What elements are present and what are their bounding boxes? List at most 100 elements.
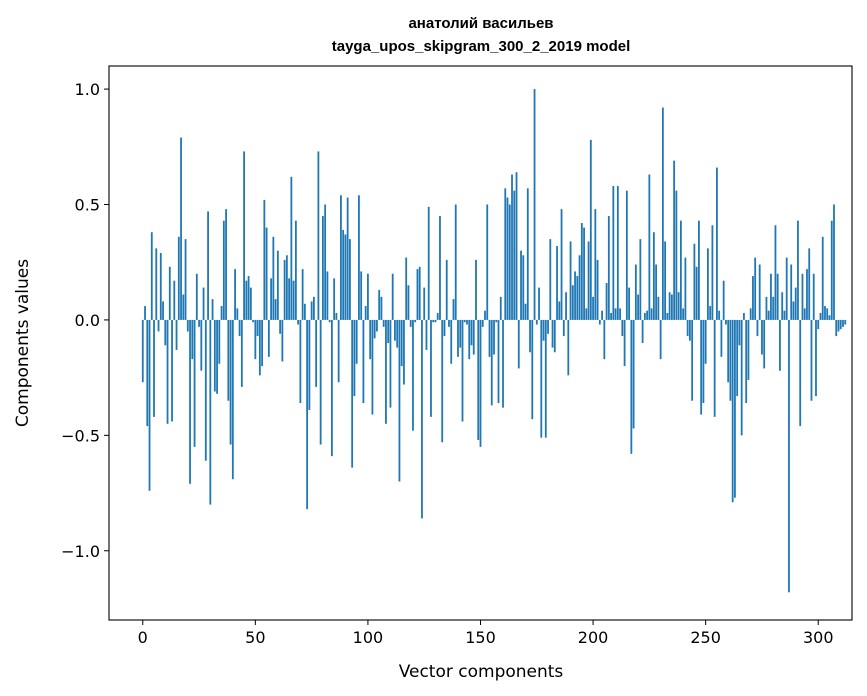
bar-component-188 [565, 292, 567, 320]
bar-component-44 [240, 319, 243, 387]
bar-component-236 [673, 160, 676, 320]
bar-component-53 [261, 319, 263, 367]
bar-component-245 [693, 243, 696, 320]
bar-component-168 [520, 250, 522, 320]
bar-component-112 [394, 319, 396, 341]
bar-component-144 [466, 319, 468, 325]
bar-component-302 [821, 236, 824, 320]
bar-component-114 [398, 319, 401, 482]
bar-component-292 [799, 319, 802, 427]
bar-component-162 [506, 197, 509, 320]
bar-component-4 [150, 232, 153, 320]
bar-component-239 [679, 220, 682, 320]
bar-component-88 [340, 195, 342, 320]
bar-component-309 [837, 319, 840, 332]
bar-component-113 [396, 319, 399, 348]
bar-component-27 [202, 287, 205, 320]
bar-component-274 [758, 264, 761, 320]
bar-component-300 [817, 319, 820, 330]
bar-component-110 [389, 319, 392, 408]
bar-component-96 [358, 195, 360, 320]
bar-component-251 [707, 248, 709, 320]
bar-component-102 [371, 319, 374, 415]
x-tick-label: 300 [803, 628, 834, 647]
bar-component-268 [745, 319, 748, 404]
bar-component-57 [270, 278, 273, 320]
bar-component-14 [173, 280, 176, 320]
y-axis-label: Components values [13, 259, 33, 427]
bar-component-299 [815, 319, 817, 397]
bar-component-68 [294, 220, 297, 320]
bar-component-58 [272, 236, 275, 320]
bar-component-184 [556, 246, 558, 320]
bar-component-0 [141, 319, 144, 383]
bar-component-278 [767, 310, 770, 320]
bar-component-233 [666, 312, 669, 320]
bar-component-207 [607, 216, 610, 320]
bar-component-71 [301, 269, 304, 320]
bar-component-93 [351, 319, 354, 468]
bar-component-181 [549, 239, 552, 320]
bar-component-165 [513, 190, 516, 320]
bar-component-153 [486, 204, 489, 320]
bar-component-98 [362, 319, 365, 404]
x-axis: 0 50 100 150 200 250 300 [138, 620, 834, 647]
bar-component-136 [448, 319, 450, 327]
bar-component-182 [551, 319, 554, 348]
bar-component-117 [405, 257, 408, 320]
bar-component-30 [209, 319, 212, 505]
bar-component-174 [533, 89, 536, 320]
bar-component-164 [511, 174, 513, 320]
bar-component-92 [349, 239, 351, 320]
bar-component-126 [425, 319, 428, 350]
bar-component-180 [547, 319, 549, 334]
bar-component-1 [144, 306, 146, 320]
bar-component-100 [367, 273, 369, 320]
bar-component-43 [238, 319, 241, 337]
bar-component-304 [826, 308, 829, 320]
bar-component-46 [245, 280, 248, 320]
bar-component-91 [346, 197, 349, 320]
bar-component-26 [200, 319, 203, 371]
bar-component-6 [155, 248, 158, 320]
bar-component-129 [432, 319, 435, 323]
bar-component-69 [297, 319, 300, 325]
y-tick-label: 0.0 [75, 311, 100, 330]
bar-component-127 [427, 206, 430, 320]
bar-component-215 [625, 190, 628, 320]
bar-component-204 [601, 310, 603, 320]
bar-component-256 [718, 310, 721, 320]
bar-component-25 [198, 319, 200, 327]
bar-component-52 [258, 319, 261, 376]
bar-component-277 [765, 296, 768, 320]
bar-component-269 [747, 319, 750, 380]
bar-component-289 [792, 301, 795, 320]
x-tick-label: 250 [690, 628, 721, 647]
bar-component-8 [159, 252, 162, 320]
bar-component-305 [828, 315, 831, 320]
bar-component-159 [499, 296, 502, 320]
bar-component-257 [720, 319, 723, 357]
x-tick-label: 50 [245, 628, 265, 647]
bar-component-291 [797, 220, 799, 320]
bar-component-130 [434, 319, 437, 323]
bar-component-290 [794, 287, 797, 320]
bar-component-255 [716, 167, 718, 320]
bar-component-161 [504, 188, 507, 320]
bar-component-247 [698, 220, 700, 320]
bar-component-201 [594, 209, 597, 320]
bar-component-11 [166, 319, 169, 424]
bar-component-308 [835, 319, 838, 337]
bar-component-20 [186, 319, 189, 332]
bar-component-87 [337, 319, 340, 383]
bar-component-41 [234, 269, 236, 320]
x-tick-label: 0 [138, 628, 148, 647]
y-tick-label: 0.5 [75, 196, 100, 215]
bar-component-34 [218, 319, 221, 364]
bar-component-279 [770, 273, 772, 320]
bar-component-40 [231, 319, 234, 480]
bar-component-185 [558, 301, 561, 320]
bar-component-55 [265, 227, 268, 320]
